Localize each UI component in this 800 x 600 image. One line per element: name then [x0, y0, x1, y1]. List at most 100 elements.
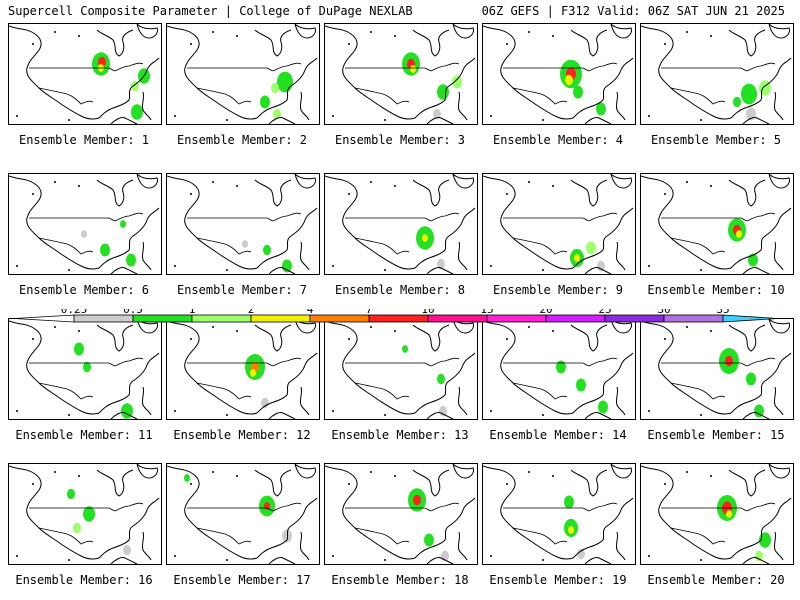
island	[542, 269, 544, 271]
coastline	[728, 29, 766, 57]
ensemble-map-panel[interactable]	[166, 23, 320, 125]
coastline	[254, 179, 292, 207]
north-america-map	[9, 24, 160, 124]
ensemble-map-panel[interactable]	[8, 23, 162, 125]
ensemble-map-panel[interactable]	[166, 173, 320, 275]
ensemble-map-panel[interactable]	[640, 463, 794, 565]
island	[490, 115, 492, 117]
coastline	[641, 320, 792, 419]
ensemble-map-panel[interactable]	[324, 318, 478, 420]
island	[174, 410, 176, 412]
ensemble-map-panel[interactable]	[640, 23, 794, 125]
colorbar-tick-label: 2	[248, 309, 255, 316]
scp-contour	[556, 360, 566, 374]
coastline	[167, 465, 318, 564]
ensemble-member-caption: Ensemble Member: 10	[647, 283, 785, 297]
colorbar-tick-label: 15	[480, 309, 493, 316]
country-border	[196, 527, 252, 545]
coastline	[254, 324, 292, 352]
island	[648, 265, 650, 267]
country-border	[187, 62, 302, 72]
colorbar-high-arrow	[722, 314, 779, 323]
ensemble-map-panel[interactable]	[166, 318, 320, 420]
island	[490, 265, 492, 267]
island	[212, 471, 214, 473]
ensemble-map-panel[interactable]	[482, 173, 636, 275]
ensemble-map-panel[interactable]	[324, 173, 478, 275]
country-border	[196, 87, 252, 105]
coastline	[294, 319, 316, 334]
island	[190, 43, 192, 45]
island	[552, 35, 554, 37]
coastline	[483, 175, 634, 274]
ensemble-map-panel[interactable]	[8, 318, 162, 420]
coastline	[412, 324, 450, 352]
scp-contour	[433, 108, 441, 120]
island	[54, 326, 56, 328]
coastline	[728, 179, 766, 207]
coastline	[641, 175, 792, 274]
coastline	[136, 174, 158, 189]
scp-contour	[437, 84, 449, 100]
scp-contour	[755, 550, 763, 562]
island	[552, 330, 554, 332]
island	[68, 559, 70, 561]
ensemble-map-panel[interactable]	[640, 173, 794, 275]
north-america-map	[167, 174, 318, 274]
country-border	[345, 212, 460, 222]
coastline	[167, 175, 318, 274]
ensemble-map-panel[interactable]	[8, 463, 162, 565]
island	[686, 471, 688, 473]
ensemble-map-panel[interactable]	[8, 173, 162, 275]
ensemble-map-panel[interactable]	[324, 23, 478, 125]
north-america-map	[9, 174, 160, 274]
country-border	[670, 237, 726, 255]
island	[710, 475, 712, 477]
color-scale-bar: 0.25 0.5 1 2 4 7 10 15 20 25 30 35	[14, 309, 779, 323]
scp-contour	[754, 404, 764, 418]
island	[528, 326, 530, 328]
ensemble-map-panel[interactable]	[166, 463, 320, 565]
scp-contour	[437, 258, 445, 270]
colorbar-tick-label: 4	[307, 309, 314, 316]
coastline	[570, 469, 608, 497]
country-border	[512, 87, 568, 105]
island	[384, 119, 386, 121]
island	[394, 475, 396, 477]
valid-time-label: 06Z GEFS | F312 Valid: 06Z SAT JUN 21 20…	[481, 4, 785, 18]
scp-contour	[586, 241, 596, 255]
island	[332, 115, 334, 117]
coastline	[136, 24, 158, 39]
coastline	[96, 29, 134, 57]
colorbar-segment	[191, 314, 252, 323]
ensemble-member-caption: Ensemble Member: 4	[492, 133, 624, 147]
island	[348, 483, 350, 485]
ensemble-map-panel[interactable]	[482, 23, 636, 125]
coastline	[768, 464, 790, 479]
product-title: Supercell Composite Parameter | College …	[8, 4, 413, 18]
ensemble-map-panel[interactable]	[482, 318, 636, 420]
scp-contour	[83, 506, 95, 522]
ensemble-map-panel[interactable]	[482, 463, 636, 565]
island	[190, 483, 192, 485]
island	[236, 185, 238, 187]
coastline	[483, 320, 634, 419]
ensemble-map-panel[interactable]	[640, 318, 794, 420]
scp-contour	[413, 494, 421, 506]
scp-contour	[126, 253, 136, 267]
ensemble-map-panel[interactable]	[324, 463, 478, 565]
scp-contour	[596, 102, 606, 116]
island	[710, 330, 712, 332]
north-america-map	[641, 464, 792, 564]
north-america-map	[483, 464, 634, 564]
coastline	[452, 319, 474, 334]
coastline	[610, 24, 632, 39]
scp-contour	[263, 244, 271, 256]
coastline	[768, 24, 790, 39]
coastline	[325, 175, 476, 274]
coastline	[728, 324, 766, 352]
ensemble-member-caption: Ensemble Member: 9	[492, 283, 624, 297]
island	[348, 43, 350, 45]
island	[332, 265, 334, 267]
scp-contour	[748, 253, 758, 267]
